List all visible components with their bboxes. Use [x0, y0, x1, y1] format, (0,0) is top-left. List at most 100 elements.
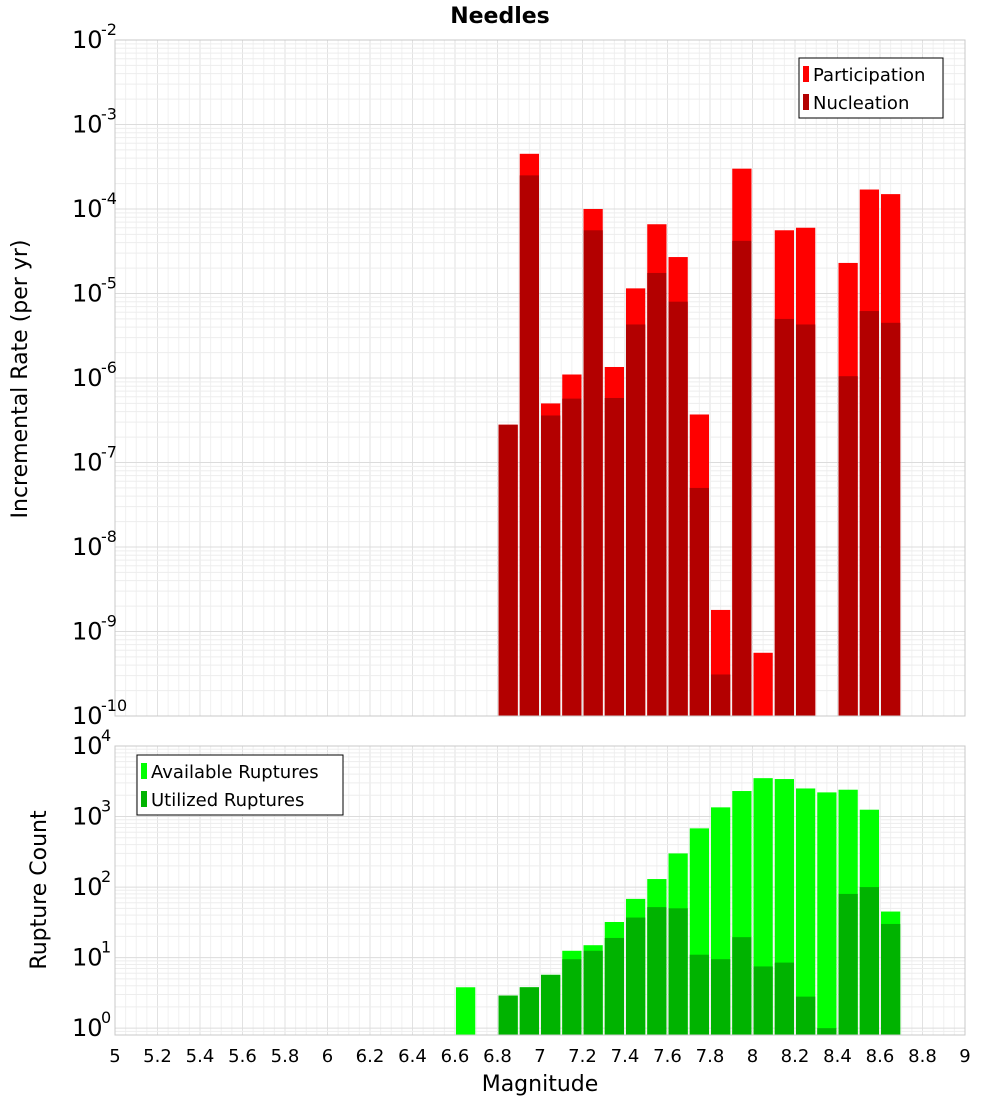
y-tick-label: 10: [72, 280, 103, 308]
plot-frame: [114, 745, 966, 1036]
plot-frame: [114, 39, 966, 717]
x-tick-label: 6: [322, 1046, 333, 1067]
y-tick-label: 10: [72, 732, 103, 760]
y-tick-exponent: -10: [101, 696, 127, 715]
bar: [838, 376, 858, 716]
bar: [541, 415, 561, 716]
x-tick-label: 6.4: [398, 1046, 427, 1067]
bar: [668, 301, 688, 716]
bar: [647, 272, 667, 716]
legend-box: [798, 57, 944, 119]
legend-label: Available Ruptures: [151, 762, 319, 783]
bar: [817, 1028, 837, 1035]
bar: [519, 175, 539, 716]
series-utilized-ruptures: [498, 887, 901, 1035]
x-tick-label: 7.4: [611, 1046, 640, 1067]
x-tick-label: 7.8: [696, 1046, 725, 1067]
bar: [498, 995, 518, 1035]
y-tick-exponent: -8: [101, 527, 117, 546]
y-tick-exponent: -6: [101, 358, 117, 377]
x-tick-label: 5.8: [271, 1046, 300, 1067]
x-tick-label: 5.4: [186, 1046, 215, 1067]
y-tick-label: 10: [72, 944, 103, 972]
bar: [604, 937, 624, 1035]
y-tick-label: 10: [72, 195, 103, 223]
bar: [796, 324, 816, 716]
x-tick-label: 8.8: [908, 1046, 937, 1067]
y-tick-exponent: -4: [101, 189, 117, 208]
bar: [626, 324, 646, 716]
bar: [753, 966, 773, 1035]
legend: Participation Nucleation: [798, 57, 944, 119]
y-tick-label: 10: [72, 533, 103, 561]
legend-label: Utilized Ruptures: [151, 790, 304, 811]
series-nucleation: [498, 175, 901, 716]
y-tick-exponent: 0: [101, 1008, 111, 1027]
bar: [562, 398, 582, 716]
y-tick-exponent: -5: [101, 274, 117, 293]
bar: [541, 974, 561, 1035]
bar: [562, 959, 582, 1035]
bar: [753, 652, 773, 716]
y-tick-label: 10: [72, 803, 103, 831]
legend-box: [136, 754, 344, 816]
bar: [711, 674, 731, 716]
legend-label: Participation: [813, 65, 925, 86]
panel-incremental-rate: 10-1010-910-810-710-610-510-410-310-2Par…: [72, 20, 966, 730]
y-tick-exponent: -2: [101, 20, 117, 39]
legend-swatch: [803, 94, 809, 110]
bottom-y-axis-title: Rupture Count: [27, 810, 52, 970]
bar: [881, 322, 901, 716]
x-axis: 5 5.2 5.4 5.6 5.8 6 6.2 6.4 6.6 6.8 7 7.2 7.4 7.6 7.8 8…: [109, 1046, 970, 1067]
y-tick-exponent: -3: [101, 105, 117, 124]
bar: [498, 424, 518, 716]
legend-swatch: [141, 763, 147, 779]
x-tick-label: 5.2: [143, 1046, 172, 1067]
y-tick-label: 10: [72, 111, 103, 139]
x-tick-label: 7.6: [653, 1046, 682, 1067]
y-tick-label: 10: [72, 26, 103, 54]
bar: [796, 996, 816, 1035]
bar: [732, 937, 752, 1035]
y-tick-exponent: 1: [101, 938, 111, 957]
bar: [689, 487, 709, 716]
bar: [668, 908, 688, 1035]
x-tick-label: 7.2: [568, 1046, 597, 1067]
y-tick-exponent: 2: [101, 867, 111, 886]
bar: [626, 917, 646, 1035]
bar: [519, 987, 539, 1035]
y-tick-label: 10: [72, 873, 103, 901]
bar: [859, 887, 879, 1035]
legend: Available Ruptures Utilized Ruptures: [136, 754, 344, 816]
bar: [817, 792, 837, 1035]
bar: [604, 397, 624, 716]
x-tick-label: 5.6: [228, 1046, 257, 1067]
y-tick-exponent: 3: [101, 797, 111, 816]
y-tick-exponent: 4: [101, 726, 111, 745]
x-tick-label: 9: [959, 1046, 970, 1067]
x-axis-title: Magnitude: [482, 1072, 599, 1097]
bar: [859, 311, 879, 716]
y-tick-label: 10: [72, 702, 103, 730]
x-tick-label: 8.4: [823, 1046, 852, 1067]
bar: [647, 907, 667, 1035]
bar: [689, 954, 709, 1035]
y-tick-label: 10: [72, 1014, 103, 1042]
top-y-axis-title: Incremental Rate (per yr): [8, 240, 33, 519]
y-tick-label: 10: [72, 618, 103, 646]
legend-swatch: [141, 791, 147, 807]
bar: [583, 950, 603, 1035]
x-tick-label: 8.2: [781, 1046, 810, 1067]
x-tick-label: 5: [109, 1046, 120, 1067]
y-tick-label: 10: [72, 449, 103, 477]
bar: [774, 962, 794, 1035]
bar: [732, 240, 752, 716]
y-tick-exponent: -7: [101, 443, 117, 462]
legend-label: Nucleation: [813, 93, 909, 114]
bar: [774, 318, 794, 716]
bar: [881, 923, 901, 1035]
y-tick-exponent: -9: [101, 612, 117, 631]
x-tick-label: 6.6: [441, 1046, 470, 1067]
